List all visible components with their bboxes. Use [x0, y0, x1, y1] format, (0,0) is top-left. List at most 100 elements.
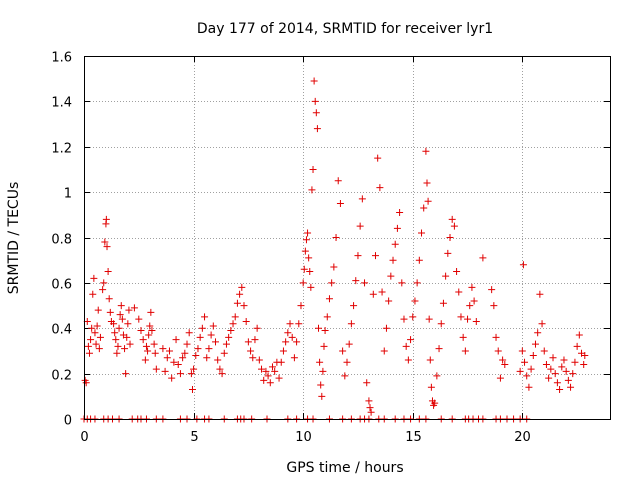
- data-point: [435, 345, 443, 353]
- data-point: [382, 324, 390, 332]
- data-point: [148, 327, 156, 335]
- data-point: [212, 338, 219, 346]
- data-point: [122, 370, 130, 378]
- data-point: [361, 279, 369, 287]
- data-point: [336, 199, 344, 207]
- data-point: [531, 340, 539, 348]
- data-point: [279, 347, 287, 355]
- data-point: [94, 306, 102, 314]
- data-point: [472, 317, 480, 325]
- data-point: [308, 186, 316, 194]
- data-point: [253, 324, 261, 332]
- data-point: [516, 367, 524, 375]
- x-tick-label: 0: [80, 430, 88, 445]
- data-point: [538, 320, 546, 328]
- data-point: [320, 342, 328, 350]
- data-point: [106, 308, 114, 316]
- data-point: [352, 277, 360, 285]
- data-point: [325, 295, 333, 303]
- data-point: [187, 370, 195, 378]
- data-point: [85, 349, 93, 357]
- data-point: [268, 363, 276, 371]
- data-point: [398, 279, 406, 287]
- data-point: [542, 361, 550, 369]
- data-point: [286, 320, 294, 328]
- data-point: [494, 347, 502, 355]
- data-point: [385, 297, 393, 305]
- data-point: [409, 313, 417, 321]
- data-point: [300, 265, 308, 273]
- data-point: [459, 333, 467, 341]
- data-point: [319, 367, 327, 375]
- data-point: [420, 204, 428, 212]
- data-point: [553, 379, 561, 387]
- data-point: [220, 349, 228, 357]
- data-point: [404, 356, 412, 364]
- data-point: [284, 329, 292, 337]
- data-point: [564, 376, 572, 384]
- data-point: [255, 356, 263, 364]
- data-point: [282, 338, 290, 346]
- data-point: [84, 342, 92, 350]
- data-point: [209, 322, 217, 330]
- data-point: [455, 288, 463, 296]
- data-point: [165, 347, 173, 355]
- data-point: [426, 356, 434, 364]
- data-point: [391, 240, 399, 248]
- data-point: [311, 97, 319, 105]
- data-point: [271, 367, 279, 375]
- data-point: [315, 324, 323, 332]
- data-point: [183, 340, 191, 348]
- data-point: [112, 336, 120, 344]
- data-point: [141, 356, 149, 364]
- data-point: [236, 290, 244, 298]
- data-point: [295, 320, 303, 328]
- plot-frame: [84, 56, 611, 420]
- data-point: [367, 408, 375, 416]
- x-axis-label: GPS time / hours: [286, 460, 403, 476]
- data-point: [556, 386, 564, 394]
- data-point: [258, 365, 266, 373]
- data-point: [499, 356, 507, 364]
- data-point: [453, 268, 461, 276]
- data-point: [466, 302, 474, 310]
- data-point: [306, 268, 314, 276]
- data-point: [222, 340, 230, 348]
- data-point: [172, 336, 180, 344]
- data-point: [293, 338, 301, 346]
- data-point: [439, 299, 447, 307]
- data-point: [115, 324, 123, 332]
- data-point: [116, 311, 124, 319]
- data-point: [89, 290, 97, 298]
- chart-title: Day 177 of 2014, SRMTID for receiver lyr…: [197, 21, 493, 37]
- data-point: [142, 342, 150, 350]
- data-point: [111, 329, 119, 337]
- data-point: [363, 379, 371, 387]
- y-tick-labels: 0 0.2 0.4 0.6 0.8 1 1.2 1.4 1.6: [51, 51, 72, 429]
- data-point: [188, 386, 196, 394]
- data-point: [529, 351, 537, 359]
- data-point: [179, 354, 187, 362]
- data-point: [277, 358, 285, 366]
- data-point: [174, 361, 182, 369]
- data-point: [444, 249, 452, 257]
- data-point: [354, 252, 362, 260]
- data-point: [137, 327, 145, 335]
- data-point: [113, 349, 121, 357]
- data-point: [457, 313, 465, 321]
- data-point: [190, 365, 198, 373]
- data-point: [400, 315, 408, 323]
- data-point: [521, 358, 529, 366]
- data-point: [205, 345, 213, 353]
- data-point: [181, 349, 189, 357]
- data-point: [442, 272, 450, 280]
- data-point: [151, 349, 159, 357]
- data-point: [130, 304, 138, 312]
- data-point: [231, 313, 239, 321]
- data-point: [95, 345, 103, 353]
- data-point: [304, 229, 312, 237]
- data-point: [125, 306, 133, 314]
- data-point: [238, 283, 246, 291]
- data-point: [91, 329, 99, 337]
